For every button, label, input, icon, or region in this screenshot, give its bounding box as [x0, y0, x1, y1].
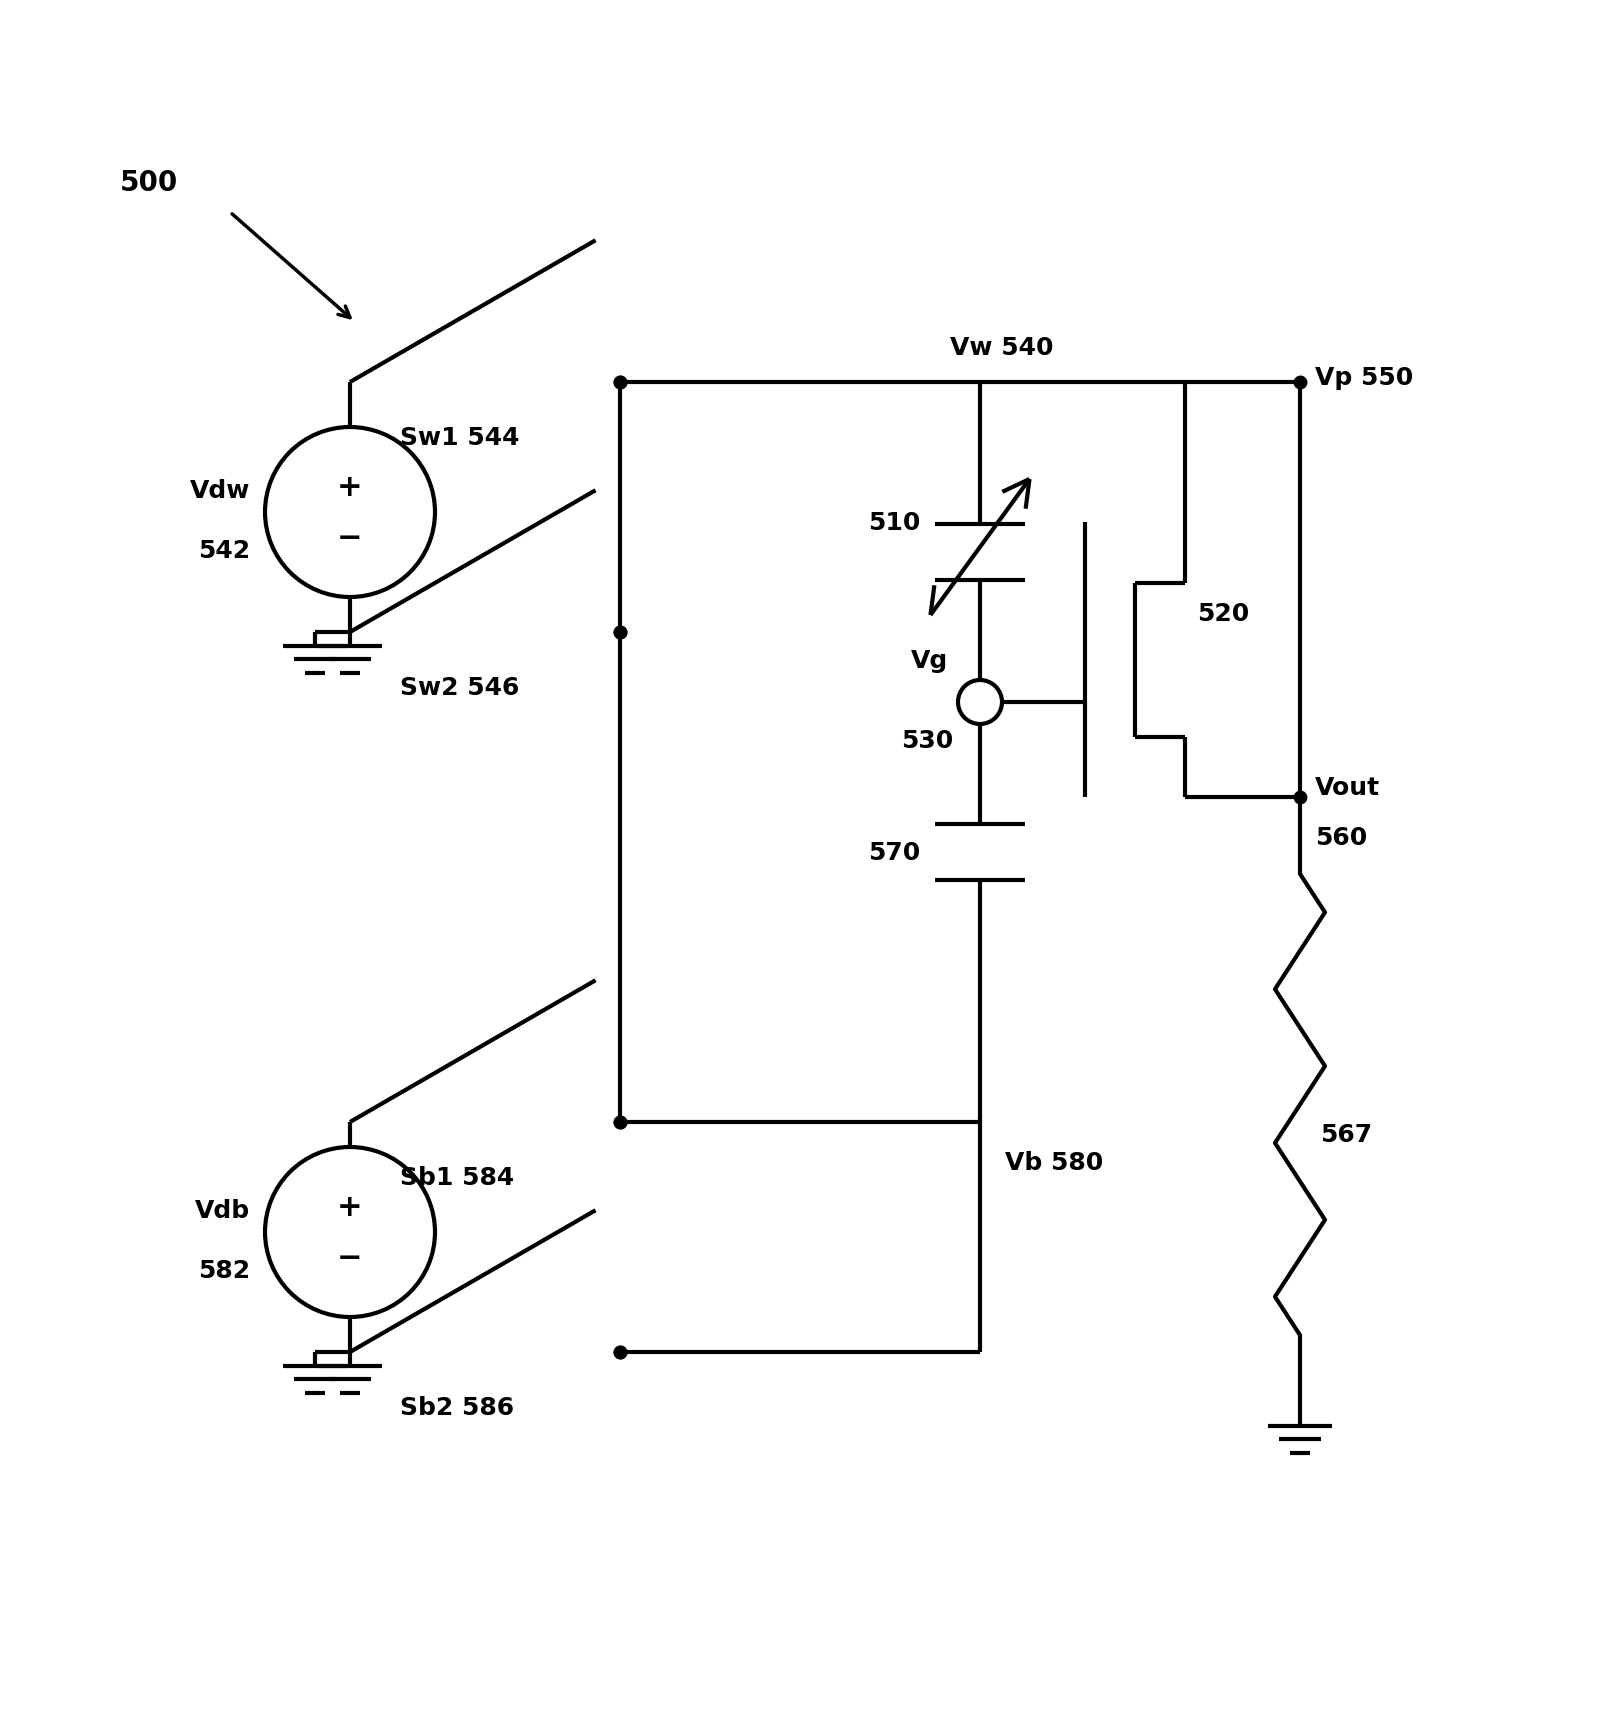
Text: 567: 567 — [1320, 1122, 1373, 1147]
Text: Vb 580: Vb 580 — [1004, 1150, 1104, 1174]
Text: Vdw: Vdw — [189, 478, 250, 502]
Text: −: − — [338, 523, 362, 553]
Text: 560: 560 — [1315, 826, 1367, 849]
Text: Vg: Vg — [912, 648, 948, 672]
Text: Sw2 546: Sw2 546 — [400, 675, 519, 700]
Text: +: + — [336, 1192, 362, 1221]
Text: Sb1 584: Sb1 584 — [400, 1166, 514, 1190]
Text: 510: 510 — [868, 511, 920, 535]
Text: 500: 500 — [120, 170, 178, 197]
Text: −: − — [338, 1244, 362, 1273]
Text: 520: 520 — [1197, 603, 1250, 625]
Text: Vout: Vout — [1315, 776, 1381, 800]
Text: Vdb: Vdb — [195, 1199, 250, 1223]
Text: 530: 530 — [900, 729, 953, 753]
Text: 570: 570 — [868, 840, 920, 864]
Text: 542: 542 — [199, 539, 250, 563]
Text: Sw1 544: Sw1 544 — [400, 426, 519, 450]
Text: 582: 582 — [199, 1257, 250, 1282]
Text: Sb2 586: Sb2 586 — [400, 1396, 514, 1419]
Text: +: + — [336, 473, 362, 502]
Text: Vw 540: Vw 540 — [950, 336, 1054, 360]
Text: Vp 550: Vp 550 — [1315, 365, 1413, 390]
